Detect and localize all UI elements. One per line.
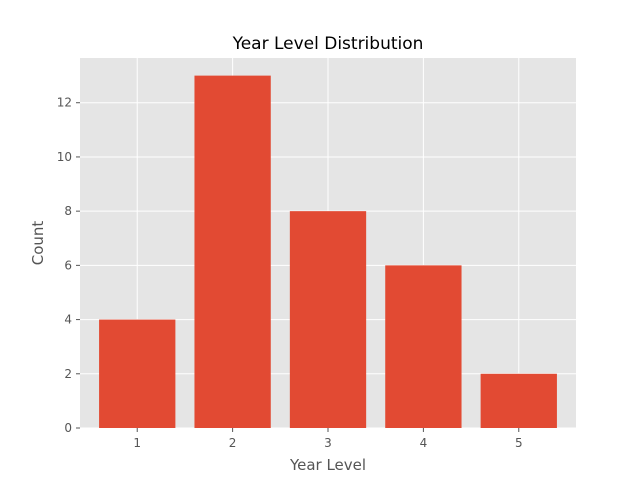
x-tick-label: 4	[420, 436, 428, 450]
x-tick-label: 3	[324, 436, 332, 450]
bar-year-1	[99, 319, 176, 428]
y-tick-label: 0	[64, 421, 72, 435]
bar-year-5	[480, 373, 557, 428]
bar-year-2	[194, 75, 271, 428]
bars	[99, 75, 557, 428]
y-axis-label: Count	[29, 221, 47, 266]
chart-title: Year Level Distribution	[232, 34, 424, 54]
y-tick-label: 2	[64, 367, 72, 381]
x-tick-label: 5	[515, 436, 523, 450]
y-tick-label: 6	[64, 258, 72, 272]
x-axis-ticks: 1 2 3 4 5	[133, 428, 523, 450]
y-tick-label: 4	[64, 313, 72, 327]
x-tick-label: 1	[133, 436, 141, 450]
y-tick-label: 8	[64, 204, 72, 218]
x-tick-label: 2	[229, 436, 237, 450]
x-axis-label: Year Level	[289, 456, 366, 474]
bar-year-4	[385, 265, 462, 428]
bar-year-3	[289, 211, 367, 428]
y-axis-ticks: 0 2 4 6 8 10 12	[57, 96, 80, 435]
y-tick-label: 10	[57, 150, 72, 164]
y-tick-label: 12	[57, 96, 72, 110]
